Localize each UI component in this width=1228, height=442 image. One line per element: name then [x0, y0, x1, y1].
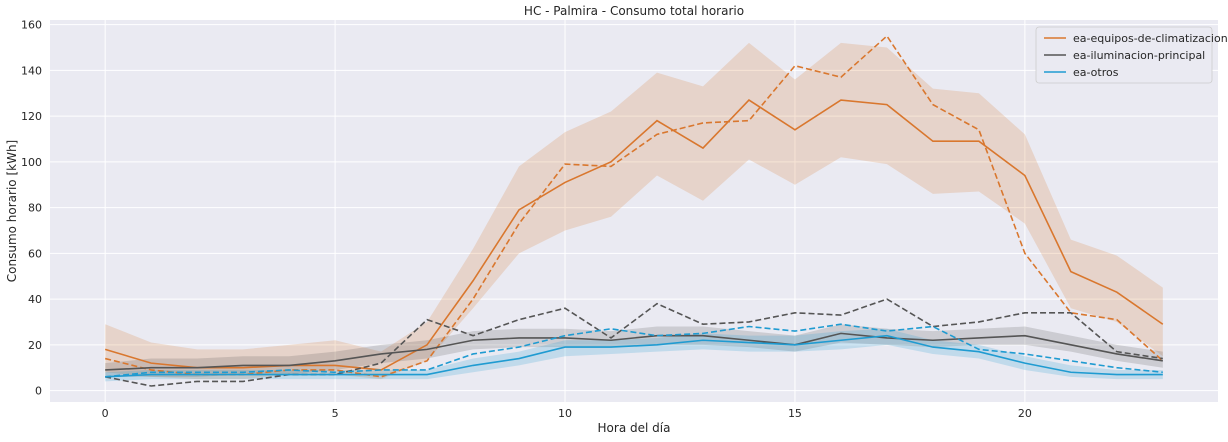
y-tick-label: 20: [28, 339, 42, 352]
x-tick-label: 5: [332, 407, 339, 420]
y-tick-label: 140: [21, 64, 42, 77]
confidence-bands: [105, 42, 1163, 382]
x-tick-label: 0: [102, 407, 109, 420]
legend-label-otros: ea-otros: [1073, 66, 1119, 79]
y-tick-label: 120: [21, 110, 42, 123]
series-line-2: [105, 334, 1163, 378]
y-tick-label: 80: [28, 202, 42, 215]
y-tick-label: 0: [35, 385, 42, 398]
legend-label-iluminacion: ea-iluminacion-principal: [1073, 49, 1205, 62]
confidence-band-0: [105, 42, 1163, 380]
series-lines: [104, 34, 1164, 387]
x-tick-label: 15: [788, 407, 802, 420]
confidence-band-1: [105, 324, 1163, 377]
x-tick-label: 20: [1018, 407, 1032, 420]
grid-lines: [50, 20, 1218, 402]
y-tick-label: 160: [21, 19, 42, 32]
series-dashed-line-1: [105, 298, 1163, 387]
series-dashed-line-0: [104, 34, 1164, 378]
x-tick-label: 10: [558, 407, 572, 420]
chart-title: HC - Palmira - Consumo total horario: [524, 4, 744, 18]
series-dashed-line-2: [105, 323, 1163, 378]
legend-box: [1035, 26, 1213, 84]
series-line-1: [105, 332, 1163, 371]
y-tick-label: 40: [28, 293, 42, 306]
confidence-band-2: [105, 328, 1163, 382]
y-tick-label: 60: [28, 247, 42, 260]
legend-label-climatizacion: ea-equipos-de-climatizacion: [1073, 32, 1228, 45]
x-tick-labels: 0 5 10 15 20: [102, 407, 1032, 420]
y-tick-labels: 0 20 40 60 80 100 120 140 160: [21, 19, 42, 398]
legend: ea-equipos-de-climatizacion ea-iluminaci…: [1035, 26, 1228, 84]
y-axis-label: Consumo horario [kWh]: [5, 140, 19, 282]
y-tick-label: 100: [21, 156, 42, 169]
x-axis-label: Hora del día: [598, 421, 671, 435]
